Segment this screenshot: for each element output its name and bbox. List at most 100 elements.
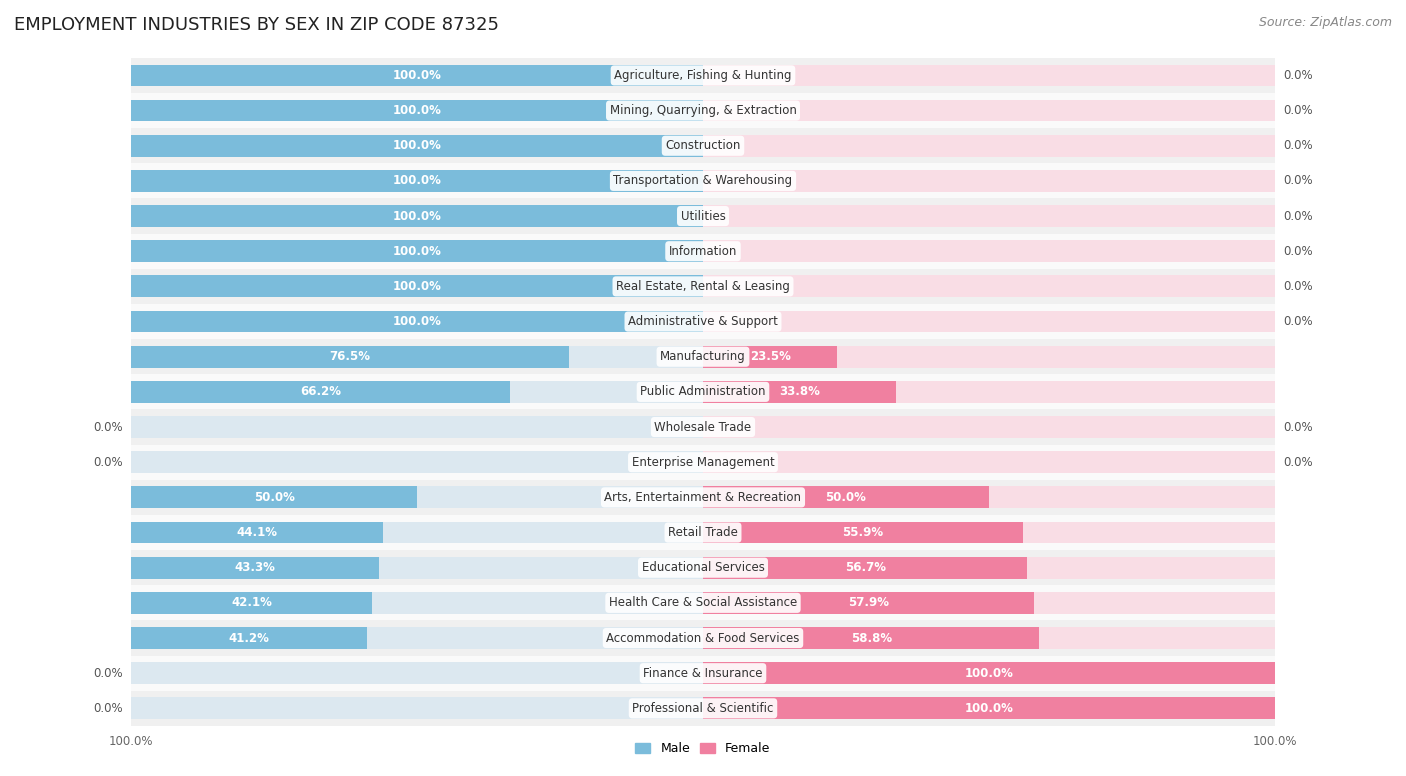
Text: Transportation & Warehousing: Transportation & Warehousing [613, 175, 793, 188]
Bar [131, 275, 703, 297]
Bar [703, 487, 988, 508]
Bar [131, 691, 1275, 726]
Bar [131, 621, 1275, 656]
Bar [703, 521, 1022, 543]
Text: Educational Services: Educational Services [641, 561, 765, 574]
Text: 66.2%: 66.2% [299, 386, 340, 398]
Legend: Male, Female: Male, Female [630, 737, 776, 760]
Bar [131, 521, 384, 543]
Bar [131, 268, 1275, 304]
Bar [131, 487, 703, 508]
Bar [131, 346, 703, 368]
Bar [131, 627, 367, 649]
Text: 33.8%: 33.8% [779, 386, 820, 398]
Text: 100.0%: 100.0% [392, 104, 441, 117]
Bar [703, 627, 1039, 649]
Text: Administrative & Support: Administrative & Support [628, 315, 778, 328]
Bar [131, 592, 371, 614]
Text: 23.5%: 23.5% [749, 350, 790, 363]
Text: 76.5%: 76.5% [329, 350, 370, 363]
Text: 0.0%: 0.0% [1284, 139, 1313, 152]
Bar [131, 452, 703, 473]
Bar [703, 487, 1275, 508]
Text: 100.0%: 100.0% [392, 69, 441, 82]
Text: 0.0%: 0.0% [93, 456, 122, 469]
Bar [131, 585, 1275, 621]
Text: 0.0%: 0.0% [93, 667, 122, 680]
Text: 100.0%: 100.0% [392, 280, 441, 293]
Text: Agriculture, Fishing & Hunting: Agriculture, Fishing & Hunting [614, 69, 792, 82]
Bar [703, 592, 1275, 614]
Bar [131, 170, 703, 192]
Text: 100.0%: 100.0% [392, 175, 441, 188]
Text: 42.1%: 42.1% [231, 596, 271, 609]
Text: Construction: Construction [665, 139, 741, 152]
Bar [131, 304, 1275, 339]
Bar [703, 241, 1275, 262]
Bar [131, 64, 703, 86]
Text: 100.0%: 100.0% [965, 667, 1014, 680]
Bar [131, 234, 1275, 268]
Bar [131, 64, 703, 86]
Text: Retail Trade: Retail Trade [668, 526, 738, 539]
Text: Manufacturing: Manufacturing [661, 350, 745, 363]
Bar [131, 557, 703, 579]
Text: Professional & Scientific: Professional & Scientific [633, 702, 773, 715]
Bar [703, 452, 1275, 473]
Text: Mining, Quarrying, & Extraction: Mining, Quarrying, & Extraction [610, 104, 796, 117]
Text: 56.7%: 56.7% [845, 561, 886, 574]
Bar [131, 275, 703, 297]
Bar [703, 64, 1275, 86]
Text: Accommodation & Food Services: Accommodation & Food Services [606, 632, 800, 645]
Bar [703, 381, 896, 403]
Text: Health Care & Social Assistance: Health Care & Social Assistance [609, 596, 797, 609]
Bar [703, 275, 1275, 297]
Bar [131, 698, 703, 719]
Bar [131, 480, 1275, 515]
Bar [131, 205, 703, 227]
Bar [131, 557, 378, 579]
Text: 100.0%: 100.0% [392, 315, 441, 328]
Text: Information: Information [669, 244, 737, 258]
Text: Finance & Insurance: Finance & Insurance [644, 667, 762, 680]
Bar [131, 346, 568, 368]
Bar [703, 99, 1275, 122]
Text: EMPLOYMENT INDUSTRIES BY SEX IN ZIP CODE 87325: EMPLOYMENT INDUSTRIES BY SEX IN ZIP CODE… [14, 16, 499, 33]
Bar [703, 310, 1275, 332]
Bar [131, 656, 1275, 691]
Bar [131, 521, 703, 543]
Bar [131, 487, 418, 508]
Bar [131, 99, 703, 122]
Text: 0.0%: 0.0% [1284, 315, 1313, 328]
Bar [131, 445, 1275, 480]
Text: 100.0%: 100.0% [392, 244, 441, 258]
Bar [131, 550, 1275, 585]
Text: 0.0%: 0.0% [93, 421, 122, 434]
Text: 100.0%: 100.0% [965, 702, 1014, 715]
Bar [131, 310, 703, 332]
Bar [131, 662, 703, 684]
Text: 55.9%: 55.9% [842, 526, 883, 539]
Bar [131, 170, 703, 192]
Bar [703, 698, 1275, 719]
Bar [703, 170, 1275, 192]
Bar [703, 521, 1275, 543]
Text: 0.0%: 0.0% [1284, 280, 1313, 293]
Bar [703, 662, 1275, 684]
Bar [131, 128, 1275, 163]
Bar [703, 627, 1275, 649]
Bar [131, 410, 1275, 445]
Text: 50.0%: 50.0% [253, 491, 294, 504]
Text: Real Estate, Rental & Leasing: Real Estate, Rental & Leasing [616, 280, 790, 293]
Text: 43.3%: 43.3% [235, 561, 276, 574]
Text: 0.0%: 0.0% [1284, 104, 1313, 117]
Text: 100.0%: 100.0% [392, 139, 441, 152]
Bar [703, 592, 1035, 614]
Text: 0.0%: 0.0% [1284, 244, 1313, 258]
Bar [703, 346, 1275, 368]
Bar [131, 163, 1275, 199]
Bar [131, 627, 703, 649]
Bar [703, 662, 1275, 684]
Text: Utilities: Utilities [681, 210, 725, 223]
Bar [703, 346, 838, 368]
